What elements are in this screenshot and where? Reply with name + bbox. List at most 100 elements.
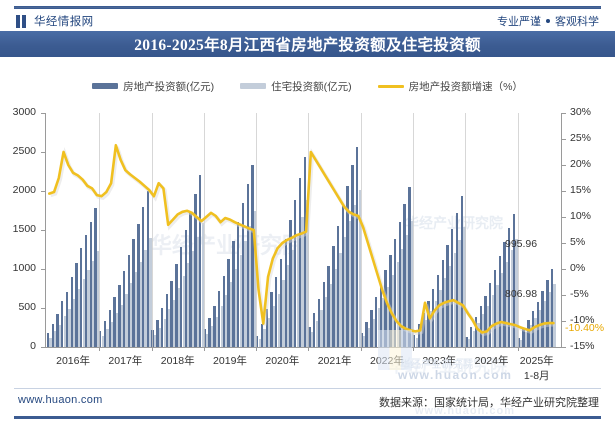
x-tickmark [413,347,415,351]
bar-residential [225,294,228,347]
bar-residential [196,237,200,347]
legend-label-1: 房地产投资额(亿元) [123,80,215,93]
growth-last-value: -10.40% [565,322,605,334]
bar-realestate [493,269,497,347]
bar-realestate [498,255,501,347]
bar-residential [534,317,537,347]
bar-realestate [484,295,487,347]
bar-realestate [389,254,392,347]
x-label-2018年: 2018年 [160,355,195,367]
bar-realestate [313,313,316,347]
bar-realestate [203,329,207,347]
y-label-left-3: 1500 [12,223,36,235]
bar-realestate [46,332,50,347]
year-separator [308,113,310,347]
bar-residential [372,318,376,347]
bar-realestate [431,289,435,347]
legend-swatch-1 [92,83,119,89]
y-label-left-2: 1000 [12,262,36,274]
bar-residential [258,338,262,347]
y-tick-left-1 [41,308,45,309]
bar-realestate [251,165,254,347]
bar-residential [391,274,395,347]
bar-realestate [294,199,297,347]
x-tickmark [256,347,258,351]
bar-residential [154,335,157,347]
footer-site-url[interactable]: www.huaon.com [18,394,103,406]
watermark-bottom: www.huaon.com [398,368,513,382]
x-tickmark [465,347,467,351]
bar-realestate [65,291,69,347]
bar-residential [315,321,319,347]
bar-residential [515,238,518,347]
y-tick-left-0 [41,347,45,348]
legend-item-2[interactable]: 住宅投资额(亿元) [240,79,352,94]
brand-logo[interactable]: 华经情报网 [16,12,94,30]
bar-residential [301,216,304,347]
y-label-right-9: 30% [570,106,592,118]
bar-realestate [379,284,383,347]
legend-item-1[interactable]: 房地产投资额(亿元) [92,79,214,94]
bar-realestate [132,238,135,347]
x-label-2025年: 2025年 1-8月 [519,355,554,382]
top-accent-rule [14,6,601,9]
bar-residential [334,268,338,347]
bar-realestate [227,258,230,347]
bar-realestate [56,314,59,347]
bar-residential [144,249,147,347]
bar-realestate [289,219,292,347]
bar-realestate [398,222,402,347]
realestate-last-value: 995.96 [505,238,538,250]
y-tick-right-3 [562,269,566,270]
y-axis-right [561,113,562,347]
page-footer: www.huaon.com 数据来源：国家统计局，华经产业研究院整理 [0,392,615,414]
bar-realestate [137,223,140,347]
year-separator [413,113,415,347]
bar-realestate [198,174,202,347]
x-label-2023年: 2023年 [422,355,457,367]
bar-residential [268,318,271,347]
bar-realestate [351,165,354,347]
bar-realestate [113,297,116,347]
footer-divider [14,388,601,389]
bar-residential [401,249,404,347]
y-label-right-0: -15% [570,340,595,352]
bar-realestate [213,305,216,347]
bar-realestate [474,317,478,347]
bar-residential [472,331,476,347]
y-axis-left [45,113,46,347]
chart-title-band: 2016-2025年8月江西省房地产投资额及住宅投资额 [0,31,615,57]
bar-residential [68,309,71,347]
y-label-right-7: 20% [570,158,592,170]
bar-residential [520,339,523,347]
bar-residential [320,310,323,347]
bar-residential [467,338,471,347]
x-label-2017年: 2017年 [108,355,143,367]
bar-realestate [489,283,492,347]
bar-realestate [479,306,482,347]
bar-residential [363,336,366,347]
bar-residential [353,204,357,347]
bar-residential [149,238,152,347]
bar-residential [529,325,533,347]
bar-realestate [403,204,406,347]
bar-realestate [422,313,425,347]
bar-residential [553,284,556,347]
bar-realestate [279,258,283,347]
legend-swatch-3 [377,84,404,88]
legend-swatch-2 [240,83,267,89]
x-label-2024年: 2024年 [474,355,509,367]
bar-residential [239,254,242,347]
bar-realestate [417,324,421,347]
bar-realestate [75,262,78,347]
bar-residential [444,277,447,347]
bar-realestate [284,239,287,347]
bar-realestate [170,280,173,347]
y-tick-right-9 [562,113,566,114]
bar-residential [420,329,423,347]
bar-residential [406,234,409,347]
growth-line-series [47,143,555,337]
year-separator [465,113,467,347]
legend-item-3[interactable]: 房地产投资额增速（%） [377,79,523,94]
growth-line-shadow [50,146,555,337]
